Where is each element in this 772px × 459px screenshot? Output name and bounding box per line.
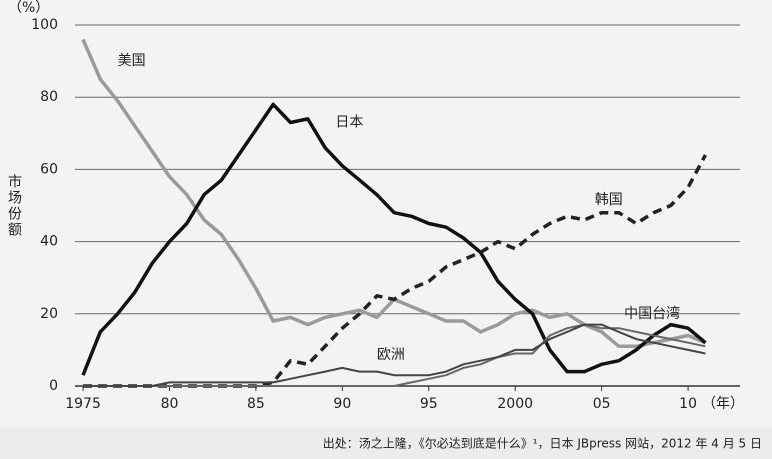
y-unit: （%） — [8, 0, 49, 16]
y-axis-label: 市场份额 — [6, 173, 22, 238]
y-tick-label: 20 — [40, 306, 58, 322]
series-label: 欧洲 — [377, 347, 405, 363]
x-tick-label: 2000 — [497, 396, 533, 412]
series-label: 日本 — [335, 114, 363, 130]
x-tick-label: 10 — [679, 396, 697, 412]
x-tick-label: 1975 — [65, 396, 101, 412]
x-tick-label: 05 — [593, 396, 611, 412]
series-line — [83, 323, 706, 387]
x-tick-label: 85 — [247, 396, 265, 412]
source-band — [0, 428, 772, 459]
series-label: 中国台湾 — [624, 305, 680, 322]
x-tick-label: 90 — [333, 396, 351, 412]
series-line — [83, 154, 707, 388]
series-label: 韩国 — [595, 192, 623, 208]
source: 出处：汤之上隆，《尔必达到底是什么》¹，日本 JBpress 网站，2012 年… — [323, 436, 762, 451]
series-line — [83, 323, 706, 387]
x-tick-label: 80 — [161, 396, 179, 412]
x-tick-label: 95 — [420, 396, 438, 412]
x-unit: （年） — [702, 396, 744, 412]
series-label: 美国 — [118, 53, 146, 69]
y-tick-label: 40 — [40, 234, 58, 250]
series-line — [81, 102, 707, 376]
y-tick-label: 0 — [49, 378, 58, 394]
y-tick-label: 100 — [31, 17, 58, 33]
y-tick-label: 60 — [40, 161, 58, 177]
y-tick-label: 80 — [40, 89, 58, 105]
